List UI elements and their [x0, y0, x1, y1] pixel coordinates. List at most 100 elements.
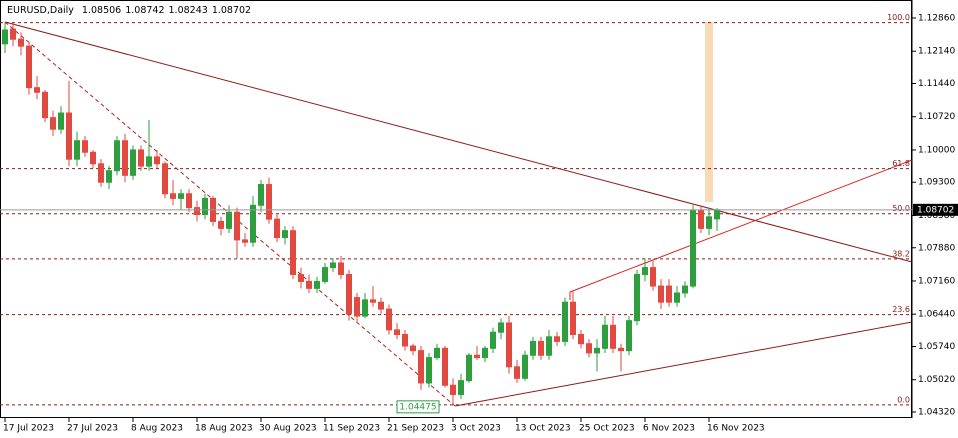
- candle-body: [66, 112, 72, 160]
- x-tick-label: 6 Nov 2023: [643, 424, 695, 434]
- candle-body: [122, 140, 128, 176]
- candle-body: [154, 156, 160, 165]
- header-open: 1.08506: [82, 5, 121, 16]
- y-tick-label: 1.07160: [918, 276, 955, 286]
- candle-body: [314, 280, 320, 289]
- x-tick-label: 21 Sep 2023: [387, 424, 444, 434]
- fib-label: 50.0: [892, 204, 910, 213]
- candle-body: [658, 285, 664, 303]
- x-tick-label: 25 Oct 2023: [579, 424, 635, 434]
- fib-label: 0.0: [897, 395, 910, 404]
- y-tick-label: 1.11440: [918, 79, 955, 89]
- candle-body: [306, 280, 312, 289]
- candle-body: [418, 350, 424, 384]
- support-line: [454, 321, 913, 407]
- candle-body: [466, 354, 472, 382]
- candle-body: [402, 333, 408, 347]
- candle-body: [706, 216, 712, 229]
- candle-body: [298, 274, 304, 282]
- candle-body: [138, 149, 144, 167]
- chart-header: EURUSD,Daily 1.08506 1.08742 1.08243 1.08702: [7, 5, 251, 16]
- price-box: [913, 203, 958, 216]
- low-annotation: 1.04475: [399, 402, 436, 412]
- y-tick-label: 1.09300: [918, 178, 955, 188]
- candle-body: [274, 218, 280, 239]
- candle-body: [282, 230, 288, 239]
- candle-body: [162, 163, 168, 195]
- candle-body: [338, 262, 344, 276]
- y-tick-label: 1.04320: [918, 408, 955, 418]
- candle-body: [410, 345, 416, 352]
- y-tick-label: 1.05020: [918, 375, 955, 385]
- candle-body: [570, 301, 576, 335]
- candle-body: [690, 209, 696, 287]
- x-tick-label: 8 Aug 2023: [131, 424, 183, 434]
- x-tick-label: 18 Aug 2023: [195, 424, 253, 434]
- channel-line: [569, 159, 913, 293]
- x-tick-label: 3 Oct 2023: [451, 424, 501, 434]
- candle-body: [474, 354, 480, 359]
- candle-body: [442, 347, 448, 386]
- candle-body: [330, 262, 336, 269]
- y-tick-label: 1.06440: [918, 310, 955, 320]
- candle-body: [482, 347, 488, 359]
- candle-body: [546, 336, 552, 356]
- y-tick-label: 1.07880: [918, 243, 955, 253]
- candle-body: [698, 209, 704, 229]
- symbol: EURUSD,Daily: [7, 5, 74, 16]
- candle-body: [2, 29, 8, 45]
- candle-body: [362, 299, 368, 317]
- candle-body: [682, 285, 688, 294]
- candle-body: [530, 340, 536, 356]
- y-tick-label: 1.12860: [918, 13, 955, 23]
- candle-body: [370, 299, 376, 303]
- candle-body: [178, 193, 184, 199]
- candle-body: [602, 324, 608, 349]
- candle-body: [290, 230, 296, 276]
- candle-body: [202, 197, 208, 216]
- candle-body: [98, 163, 104, 183]
- candle-body: [258, 184, 264, 206]
- x-tick-label: 30 Aug 2023: [259, 424, 317, 434]
- candle-body: [50, 117, 56, 130]
- candle-body: [538, 340, 544, 356]
- candle-body: [146, 156, 152, 167]
- candle-body: [642, 267, 648, 276]
- candle-body: [674, 292, 680, 303]
- x-tick-label: 13 Oct 2023: [515, 424, 571, 434]
- header-close: 1.08702: [212, 5, 251, 16]
- price-label: 1.08702: [917, 205, 954, 215]
- candle-body: [554, 336, 560, 342]
- candle-body: [618, 347, 624, 352]
- candle-body: [426, 357, 432, 384]
- candle-body: [170, 193, 176, 199]
- candle-body: [610, 324, 616, 349]
- candle-body: [578, 333, 584, 345]
- candle-body: [450, 384, 456, 395]
- candle-body: [594, 347, 600, 354]
- fib-label: 23.6: [892, 305, 910, 314]
- highlight-bar: [705, 22, 713, 202]
- trend-line: [4, 21, 913, 263]
- y-tick-label: 1.10000: [918, 145, 955, 155]
- low-annotation-box: [396, 400, 440, 414]
- candle-body: [242, 239, 248, 243]
- candle-body: [490, 331, 496, 349]
- candle-body: [194, 207, 200, 216]
- candle-body: [186, 193, 192, 209]
- candle-body: [250, 204, 256, 243]
- candle-body: [322, 267, 328, 282]
- candle-body: [354, 297, 360, 317]
- candle-body: [666, 285, 672, 303]
- candle-body: [106, 170, 112, 183]
- candle-body: [34, 87, 40, 93]
- candle-body: [130, 149, 136, 176]
- candle-body: [218, 220, 224, 229]
- candle-body: [634, 274, 640, 322]
- candle-body: [42, 91, 48, 119]
- candle-body: [114, 140, 120, 172]
- candle-body: [562, 301, 568, 342]
- candle-body: [650, 267, 656, 287]
- candle-body: [26, 45, 32, 89]
